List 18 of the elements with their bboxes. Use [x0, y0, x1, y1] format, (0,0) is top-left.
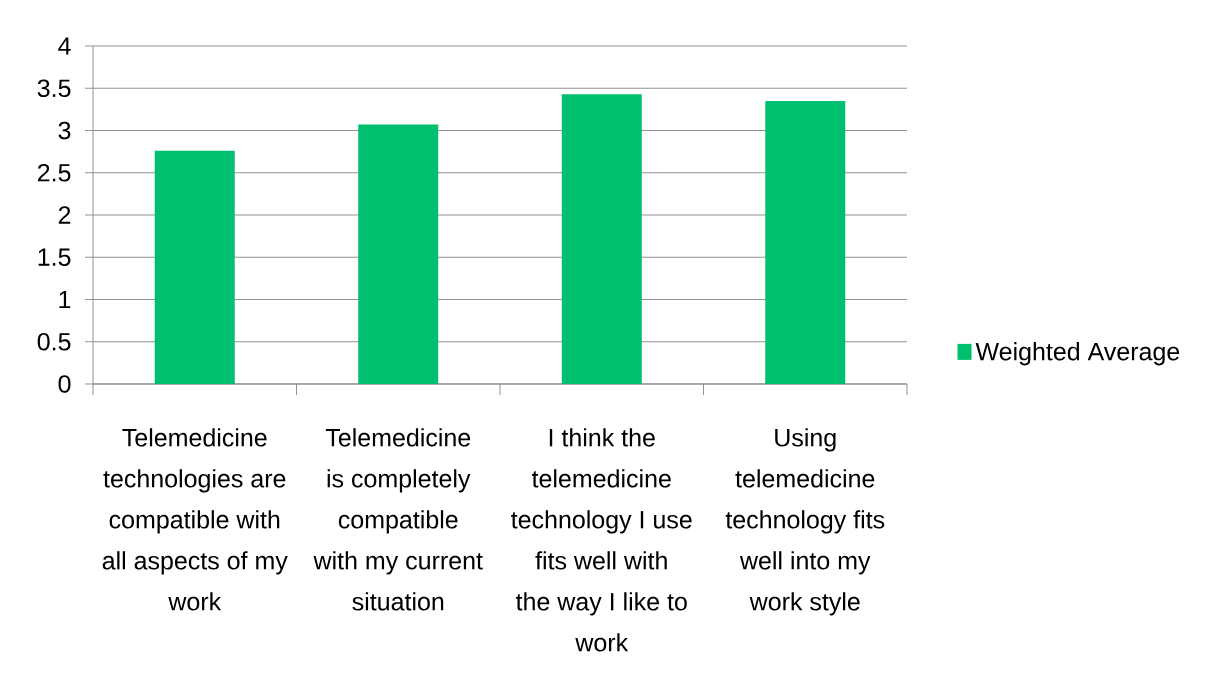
legend-label: Weighted Average: [975, 342, 1180, 366]
y-tick-label: 4: [58, 37, 71, 55]
x-tick-label: Using telemedicine technology fits well into my work style: [725, 428, 885, 616]
y-tick-label: 3: [58, 121, 71, 140]
bar: [561, 94, 642, 384]
bar: [765, 100, 846, 384]
y-tick-label: 2.5: [37, 163, 71, 182]
bar: [154, 150, 235, 384]
y-tick-label: 3.5: [37, 79, 71, 98]
x-tick-label: Telemedicine technologies are compatible with all aspects of my work: [102, 428, 288, 611]
y-tick-label: 0: [58, 375, 71, 393]
y-tick-label: 2: [58, 206, 71, 224]
x-tick-label: Telemedicine is completely compatible with my current situation: [313, 428, 483, 611]
y-tick-label: 1.5: [38, 248, 71, 266]
y-tick-label: 1: [59, 290, 71, 309]
x-tick-label: I think the telemedicine technology I use fits well with the way I like to work: [511, 428, 692, 652]
y-tick-label: 0.5: [37, 332, 71, 351]
bar: [358, 124, 439, 384]
